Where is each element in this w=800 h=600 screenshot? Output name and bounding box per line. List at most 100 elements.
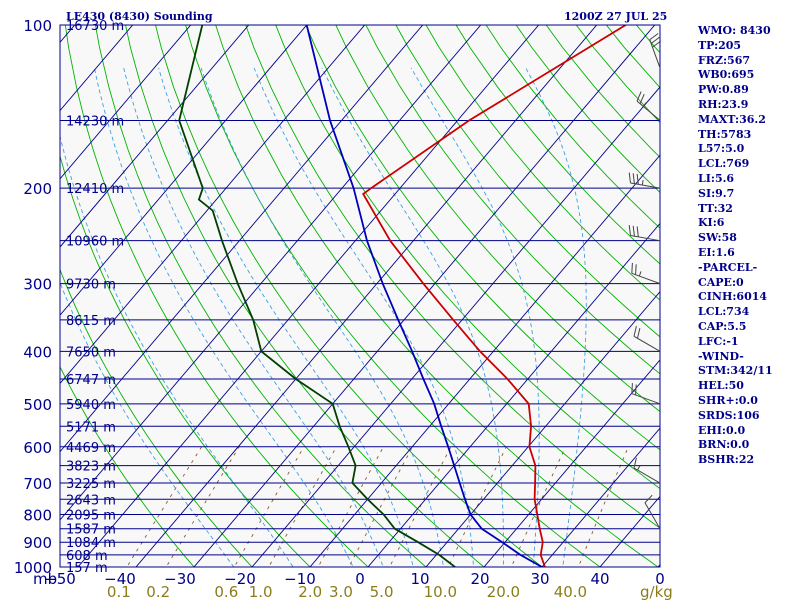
chart-title: LE430 (8430) Sounding [66,10,213,23]
temp-tick-label: −50 [44,570,76,588]
stat-item: WB0:695 [698,68,755,82]
stat-item: CAPE:0 [698,275,744,289]
stats-panel: WMO: 8430 TP:205 FRZ:567 WB0:695 PW:0.89 RH:2… [698,24,798,468]
temp-tick-label: −40 [104,570,136,588]
moist-adiabat [200,67,444,567]
isotherm [483,359,660,567]
moist-adiabat [123,67,384,567]
wind-barb-staff [630,234,661,242]
height-label: 2095 m [66,508,116,523]
mixing-ratio-label: 20.0 [487,583,520,600]
height-label: 3823 m [66,460,116,475]
moist-adiabat [525,67,587,567]
stat-item: LCL:769 [698,157,750,171]
wind-barb-flag [652,40,662,48]
mixing-ratio-label: 0.2 [146,583,170,600]
wind-barb-staff [633,335,661,352]
plot-lines [60,25,660,567]
mixing-ratio-line [348,446,413,567]
isotherm [60,25,250,248]
mixing-ratio-line [126,446,202,567]
mixing-ratio-label: 1.0 [249,583,273,600]
wind-barb-half [641,180,644,186]
height-label: 10960 m [66,235,124,250]
stat-item: SRDS:106 [698,408,760,422]
plot-area [60,25,660,567]
stat-item: STM:342/11 [698,364,773,378]
height-label: 6747 m [66,373,116,388]
height-label: 608 m [66,549,108,564]
mixing-ratio-label: 40.0 [554,583,587,600]
mixing-ratio-label: 0.6 [214,583,238,600]
wind-barb-staff [649,39,661,69]
isotherm [367,222,660,567]
stat-item: PW:0.89 [698,83,749,97]
stat-item: LI:5.6 [698,171,735,185]
mixing-ratio-label: 0.1 [107,583,131,600]
wind-barb-staff [631,272,661,285]
temp-tick-label: 10 [410,570,429,588]
pressure-tick-label: 700 [23,475,52,493]
wind-barb-staff [633,467,661,484]
height-label: 9730 m [66,278,116,293]
temp-tick-label: −10 [284,570,316,588]
wind-barb-flag [631,383,633,394]
wind-barb-staff [636,100,661,121]
wind-barb-half [637,465,641,471]
isotherm [135,25,598,567]
height-label: 7650 m [66,345,116,360]
wind-barb [644,494,661,529]
moist-adiabat [253,67,474,567]
plot-border [59,24,661,568]
isotherm [77,25,540,567]
wind-barb-flag [628,172,631,184]
wind-barb-half [642,102,647,107]
mixing-ratio-label: 3.0 [329,583,353,600]
height-label: 3225 m [66,477,116,492]
moist-adiabat [60,134,294,567]
temp-tick-label: 0 [355,570,365,588]
height-label: 1587 m [66,523,116,538]
height-label: 5171 m [66,420,116,435]
wind-barb-flag [650,36,660,44]
wind-barb-flag [635,384,637,395]
mixing-ratio-unit: g/kg [640,583,673,600]
stat-item: WMO: 8430 [698,24,771,37]
temp-tick-label: 20 [470,570,489,588]
mixing-ratio-line [165,446,240,567]
temp-tick-label: 30 [530,570,549,588]
wind-barb-flag [644,494,653,504]
isotherm [60,25,482,521]
temp-tick-label: −30 [164,570,196,588]
isotherm [309,154,660,567]
stat-item: FRZ:567 [698,53,751,67]
stat-item: LCL:734 [698,305,750,319]
mixing-ratio-label: 2.0 [298,583,322,600]
wind-barb-flag [636,328,641,339]
mixing-ratio-label: 10.0 [424,583,457,600]
height-label: 4469 m [66,441,116,456]
stat-item: -WIND- [698,349,744,363]
wind-barb [633,326,661,352]
wind-barb-staff [644,502,661,529]
moist-adiabat [158,67,414,567]
wind-barb-flag [636,226,639,237]
wind-barb-flag [635,264,637,275]
mixing-ratio-line [317,446,384,567]
pressure-tick-label: 100 [23,17,52,35]
isotherm [541,427,660,567]
stat-item: CAP:5.5 [698,319,747,333]
temperature-line [362,25,627,567]
stat-item: TH:5783 [698,127,752,141]
wind-barb-flag [649,33,659,41]
temp-tick-label: 0 [655,570,665,588]
wind-barb-flag [633,457,637,469]
height-label: 1084 m [66,536,116,551]
stat-item: TP:205 [698,38,742,52]
wind-barb-flag [633,326,637,337]
moist-adiabat [321,67,504,567]
isotherm [60,25,192,180]
height-label: 8615 m [66,314,116,329]
wind-barb-flag [632,225,635,237]
